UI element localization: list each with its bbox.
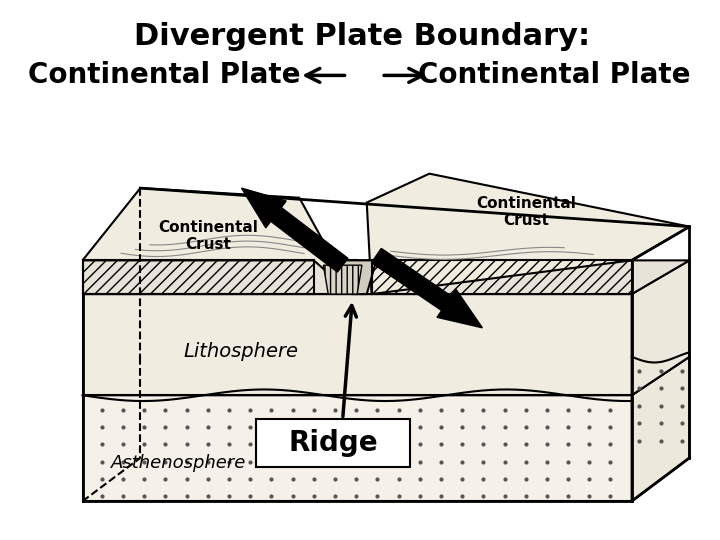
Bar [256,420,410,468]
Polygon shape [83,294,631,395]
Polygon shape [83,260,690,294]
Text: Continental Plate: Continental Plate [418,62,691,90]
Text: Continental Plate: Continental Plate [28,62,301,90]
Polygon shape [83,395,631,501]
FancyArrow shape [241,188,348,272]
Text: Asthenosphere: Asthenosphere [112,454,247,471]
Polygon shape [366,174,690,294]
Text: Lithosphere: Lithosphere [184,342,299,361]
Polygon shape [328,260,377,294]
Text: Continental
Crust: Continental Crust [476,196,576,228]
Polygon shape [83,357,690,395]
Polygon shape [631,260,690,395]
Text: Divergent Plate Boundary:: Divergent Plate Boundary: [134,22,590,51]
Polygon shape [323,265,362,294]
Polygon shape [631,357,690,501]
Text: Continental
Crust: Continental Crust [158,220,258,253]
Text: Ridge: Ridge [288,429,378,457]
Polygon shape [83,188,352,294]
FancyArrow shape [372,248,482,328]
Polygon shape [83,260,357,294]
